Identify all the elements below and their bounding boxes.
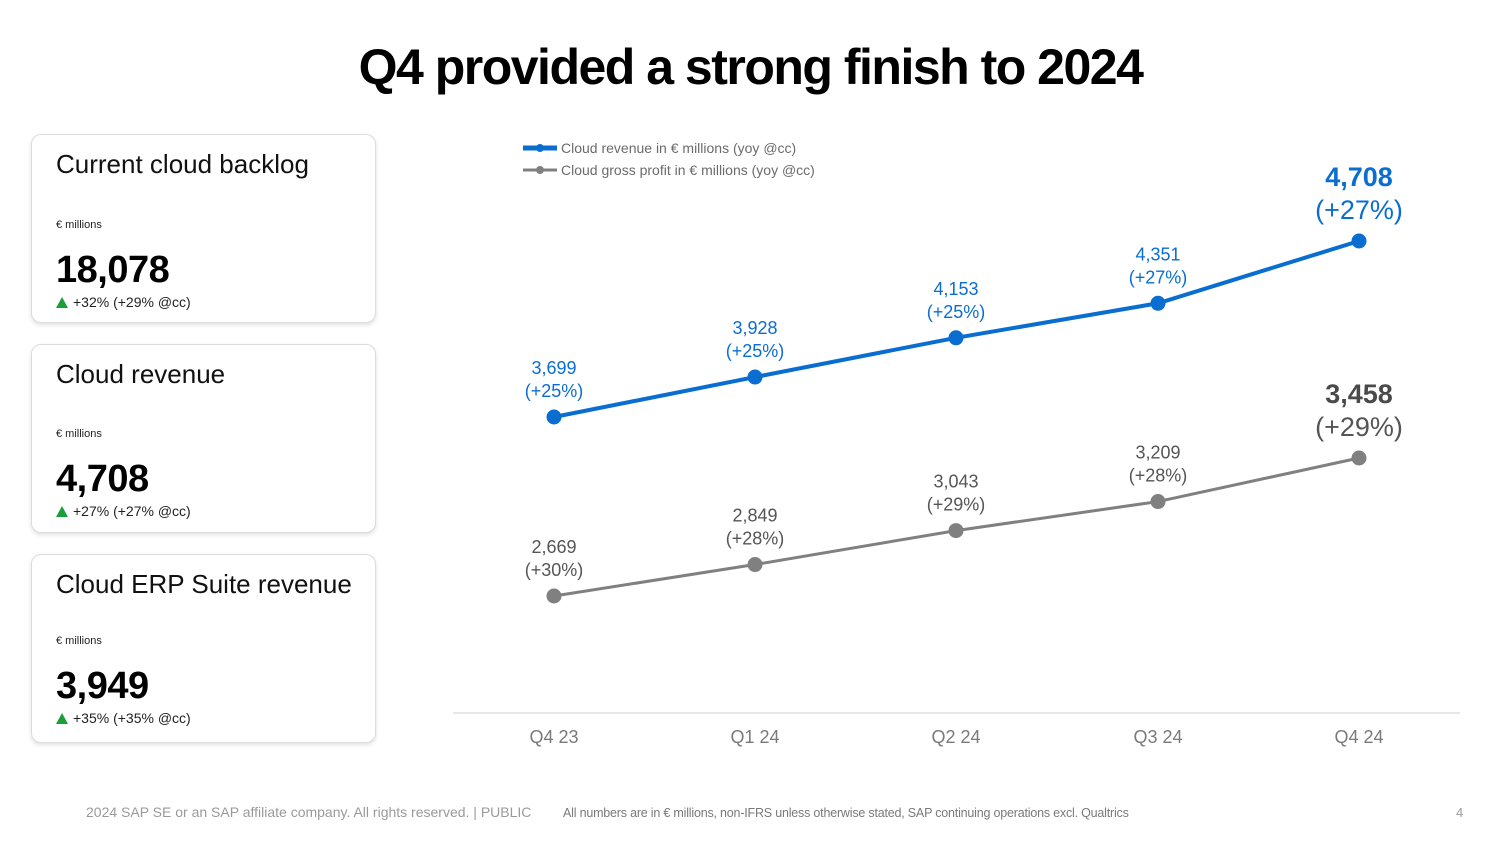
kpi-card-cloud-revenue: Cloud revenue € millions 4,708 +27% (+27… xyxy=(31,344,376,533)
x-tick-label: Q4 23 xyxy=(529,727,578,747)
up-arrow-icon xyxy=(56,296,68,308)
up-arrow-icon xyxy=(56,505,68,517)
kpi-card-cloud-erp-suite-revenue: Cloud ERP Suite revenue € millions 3,949… xyxy=(31,554,376,743)
kpi-unit: € millions xyxy=(56,219,102,231)
data-value-label: 3,209 xyxy=(1135,443,1180,463)
data-point xyxy=(948,330,964,346)
data-growth-label: (+25%) xyxy=(525,381,584,401)
page-title: Q4 provided a strong finish to 2024 xyxy=(358,39,1144,95)
data-value-label: 4,153 xyxy=(933,279,978,299)
x-tick-label: Q3 24 xyxy=(1133,727,1182,747)
data-growth-label: (+25%) xyxy=(726,341,785,361)
kpi-unit: € millions xyxy=(56,635,102,647)
kpi-card-cloud-backlog: Current cloud backlog € millions 18,078 … xyxy=(31,134,376,323)
legend-marker xyxy=(536,166,544,174)
page-number: 4 xyxy=(1456,805,1464,820)
legend-marker xyxy=(536,144,544,152)
data-point xyxy=(1150,494,1166,510)
kpi-growth: +27% (+27% @cc) xyxy=(56,503,191,519)
data-growth-label: (+29%) xyxy=(927,495,986,515)
kpi-growth-text: +27% (+27% @cc) xyxy=(73,503,191,519)
data-growth-label: (+27%) xyxy=(1129,267,1188,287)
kpi-unit: € millions xyxy=(56,428,102,440)
data-value-label: 3,458 xyxy=(1325,379,1393,409)
data-point xyxy=(747,369,763,385)
kpi-growth-text: +32% (+29% @cc) xyxy=(73,294,191,310)
data-value-label: 2,669 xyxy=(531,537,576,557)
x-tick-label: Q1 24 xyxy=(730,727,779,747)
chart-legend: Cloud revenue in € millions (yoy @cc) Clo… xyxy=(523,140,815,178)
x-tick-label: Q4 24 xyxy=(1334,727,1383,747)
data-value-label: 2,849 xyxy=(732,506,777,526)
kpi-value: 4,708 xyxy=(56,458,149,500)
x-tick-label: Q2 24 xyxy=(931,727,980,747)
kpi-title: Cloud revenue xyxy=(56,359,226,389)
up-arrow-icon xyxy=(56,712,68,724)
legend-label: Cloud gross profit in € millions (yoy @c… xyxy=(561,162,815,178)
data-point xyxy=(1351,233,1367,249)
footer-copyright: 2024 SAP SE or an SAP affiliate company.… xyxy=(86,804,532,820)
data-growth-label: (+25%) xyxy=(927,302,986,322)
series-line xyxy=(553,239,1360,419)
data-growth-label: (+27%) xyxy=(1315,195,1403,225)
kpi-title: Current cloud backlog xyxy=(56,149,309,179)
footer-note: All numbers are in € millions, non-IFRS … xyxy=(563,806,1129,820)
kpi-growth: +35% (+35% @cc) xyxy=(56,710,191,726)
data-point xyxy=(948,523,964,539)
series-layer: 3,699 (+25%) 3,928 (+25%) 4,153 (+25%) 4,351 (+… xyxy=(525,162,1403,604)
data-growth-label: (+29%) xyxy=(1315,412,1403,442)
data-value-label: 4,708 xyxy=(1325,162,1393,192)
data-point xyxy=(1351,450,1367,466)
data-point xyxy=(546,588,562,604)
data-growth-label: (+28%) xyxy=(726,529,785,549)
kpi-value: 3,949 xyxy=(56,665,149,707)
kpi-value: 18,078 xyxy=(56,249,170,291)
data-point xyxy=(1150,295,1166,311)
legend-label: Cloud revenue in € millions (yoy @cc) xyxy=(561,140,796,156)
kpi-growth-text: +35% (+35% @cc) xyxy=(73,710,191,726)
x-axis: Q4 23 Q1 24 Q2 24 Q3 24 Q4 24 xyxy=(453,712,1460,747)
data-point xyxy=(546,409,562,425)
kpi-title: Cloud ERP Suite revenue xyxy=(56,569,352,599)
data-growth-label: (+28%) xyxy=(1129,466,1188,486)
kpi-growth: +32% (+29% @cc) xyxy=(56,294,191,310)
data-growth-label: (+30%) xyxy=(525,560,584,580)
data-value-label: 3,699 xyxy=(531,358,576,378)
data-value-label: 4,351 xyxy=(1135,244,1180,264)
data-value-label: 3,043 xyxy=(933,472,978,492)
data-point xyxy=(747,557,763,573)
data-value-label: 3,928 xyxy=(732,318,777,338)
